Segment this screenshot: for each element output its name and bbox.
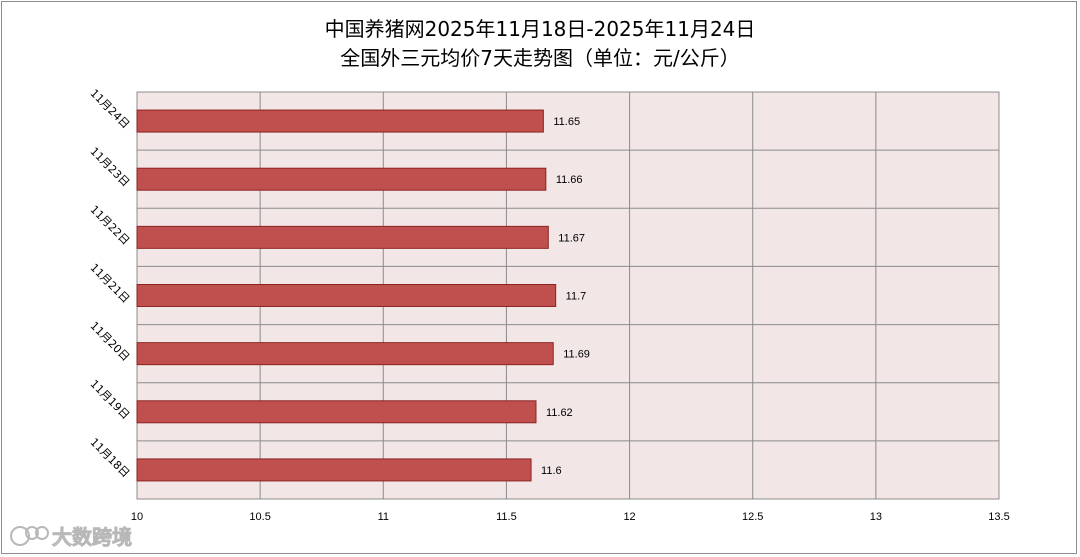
- x-tick-label: 11.5: [496, 511, 517, 523]
- y-category-label: 11月20日: [88, 319, 133, 364]
- x-tick-label: 12: [623, 511, 635, 523]
- bar-value-label: 11.6: [541, 465, 562, 477]
- y-category-label: 11月24日: [88, 87, 133, 132]
- chart-subtitle: 全国外三元均价7天走势图（单位：元/公斤）: [340, 46, 739, 70]
- x-tick-label: 11: [378, 511, 389, 523]
- bar: [136, 284, 557, 307]
- chat-bubble-logo-icon: [10, 526, 49, 546]
- chart-title: 中国养猪网2025年11月18日-2025年11月24日: [325, 17, 756, 41]
- bar: [136, 225, 549, 249]
- y-category-label: 11月21日: [88, 261, 133, 306]
- watermark: 大数跨境: [10, 525, 132, 549]
- bar-value-label: 11.7: [566, 291, 587, 303]
- bar-value-label: 11.62: [546, 407, 573, 419]
- bar: [136, 400, 537, 424]
- y-category-label: 11月19日: [88, 377, 133, 422]
- y-category-label: 11月22日: [88, 203, 133, 248]
- watermark-text: 大数跨境: [52, 525, 132, 549]
- bar: [136, 458, 532, 482]
- x-tick-label: 13: [870, 511, 882, 523]
- x-axis-ticks: 10 10.5 11 11.5 12 12.5 13 13.5: [131, 511, 1010, 523]
- grid-lines: [136, 91, 1000, 500]
- y-axis-categories: 11月24日 11月23日 11月22日 11月21日 11月20日 11月19日 11月1…: [88, 87, 133, 480]
- bar: [136, 167, 547, 191]
- bar: [136, 342, 554, 366]
- y-category-label: 11月23日: [88, 145, 133, 190]
- bar-value-label: 11.65: [553, 116, 580, 128]
- x-tick-label: 10: [131, 511, 143, 523]
- bar-value-label: 11.67: [558, 232, 585, 244]
- x-tick-label: 13.5: [988, 511, 1009, 523]
- x-tick-label: 10.5: [249, 511, 270, 523]
- y-category-label: 11月18日: [88, 436, 133, 481]
- bar-value-label: 11.66: [556, 174, 583, 186]
- bar: [136, 109, 544, 133]
- x-tick-label: 12.5: [742, 511, 763, 523]
- bars: 11.65 11.66 11.67 11.7 11.69 11.62 11.6: [136, 109, 590, 482]
- bar-value-label: 11.69: [563, 349, 590, 361]
